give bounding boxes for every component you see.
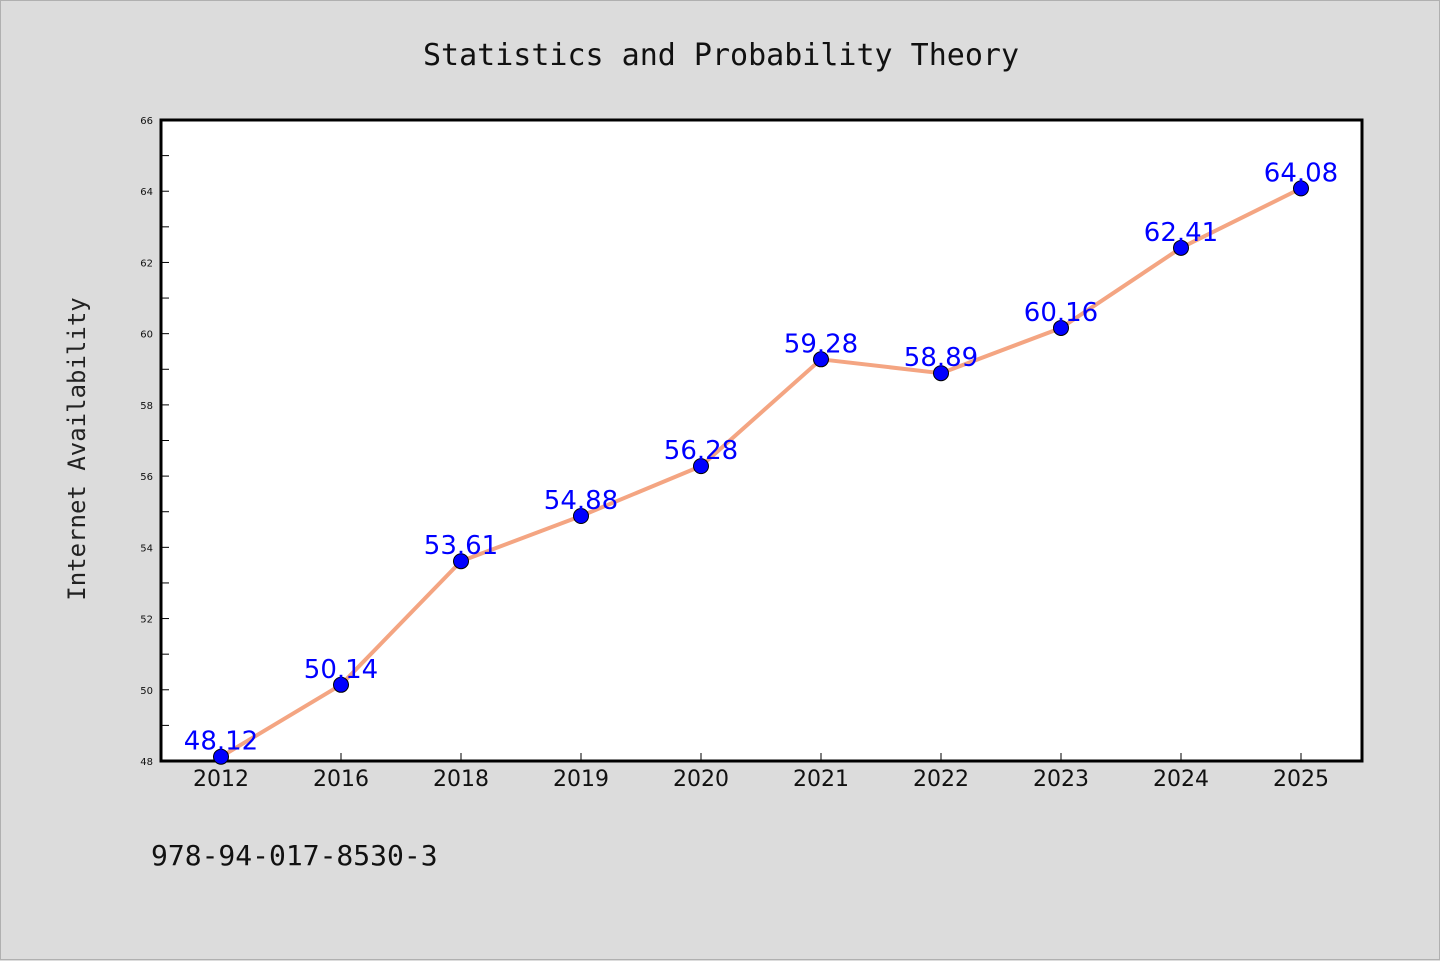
data-point bbox=[1173, 239, 1189, 256]
data-label: 62.41 bbox=[1144, 218, 1218, 248]
y-axis: 48 50 52 54 56 58 60 62 64 66 bbox=[140, 116, 169, 768]
plot-area bbox=[159, 118, 1364, 763]
x-axis: 2012 2016 2018 2019 2020 2021 2022 2023 2024 2025 bbox=[193, 753, 1329, 792]
data-point bbox=[1293, 180, 1309, 197]
data-label: 48.12 bbox=[184, 727, 258, 757]
y-tick-label: 50 bbox=[140, 686, 153, 697]
chart-title: Statistics and Probability Theory bbox=[423, 38, 1019, 73]
x-tick-label: 2018 bbox=[433, 767, 489, 792]
data-point bbox=[453, 553, 469, 570]
data-point bbox=[693, 458, 709, 475]
x-tick-label: 2012 bbox=[193, 767, 249, 792]
x-tick-label: 2021 bbox=[793, 767, 849, 792]
x-tick-label: 2025 bbox=[1273, 767, 1329, 792]
data-label: 53.61 bbox=[424, 531, 498, 561]
data-label: 54.88 bbox=[544, 486, 618, 516]
data-label: 56.28 bbox=[664, 436, 738, 466]
y-tick-label: 52 bbox=[140, 615, 153, 626]
y-tick-label: 48 bbox=[140, 757, 153, 768]
y-tick-label: 54 bbox=[140, 543, 153, 554]
footer-isbn: 978-94-017-8530-3 bbox=[151, 839, 438, 872]
data-point bbox=[333, 676, 349, 693]
x-tick-label: 2016 bbox=[313, 767, 369, 792]
y-tick-label: 66 bbox=[140, 116, 153, 127]
data-label: 50.14 bbox=[304, 655, 378, 685]
y-tick-label: 56 bbox=[140, 472, 153, 483]
x-tick-label: 2020 bbox=[673, 767, 729, 792]
data-label: 64.08 bbox=[1264, 158, 1338, 188]
x-tick-label: 2023 bbox=[1033, 767, 1089, 792]
data-point bbox=[933, 365, 949, 382]
data-markers bbox=[213, 180, 1309, 765]
series-line bbox=[219, 186, 1303, 759]
y-tick-label: 62 bbox=[140, 258, 153, 269]
data-label: 58.89 bbox=[904, 343, 978, 373]
data-point bbox=[813, 351, 829, 368]
data-point bbox=[573, 507, 589, 524]
data-label: 60.16 bbox=[1024, 298, 1098, 328]
x-tick-label: 2019 bbox=[553, 767, 609, 792]
x-tick-label: 2022 bbox=[913, 767, 969, 792]
x-tick-label: 2024 bbox=[1153, 767, 1209, 792]
y-tick-label: 58 bbox=[140, 401, 153, 412]
data-point bbox=[213, 748, 229, 765]
data-label: 59.28 bbox=[784, 329, 858, 359]
data-point bbox=[1053, 319, 1069, 336]
y-tick-label: 60 bbox=[140, 330, 153, 341]
y-tick-label: 64 bbox=[140, 187, 153, 198]
data-labels: 48.12 50.14 53.61 54.88 56.28 59.28 58.89 60.16… bbox=[184, 158, 1338, 756]
y-axis-label: Internet Availability bbox=[63, 297, 91, 600]
